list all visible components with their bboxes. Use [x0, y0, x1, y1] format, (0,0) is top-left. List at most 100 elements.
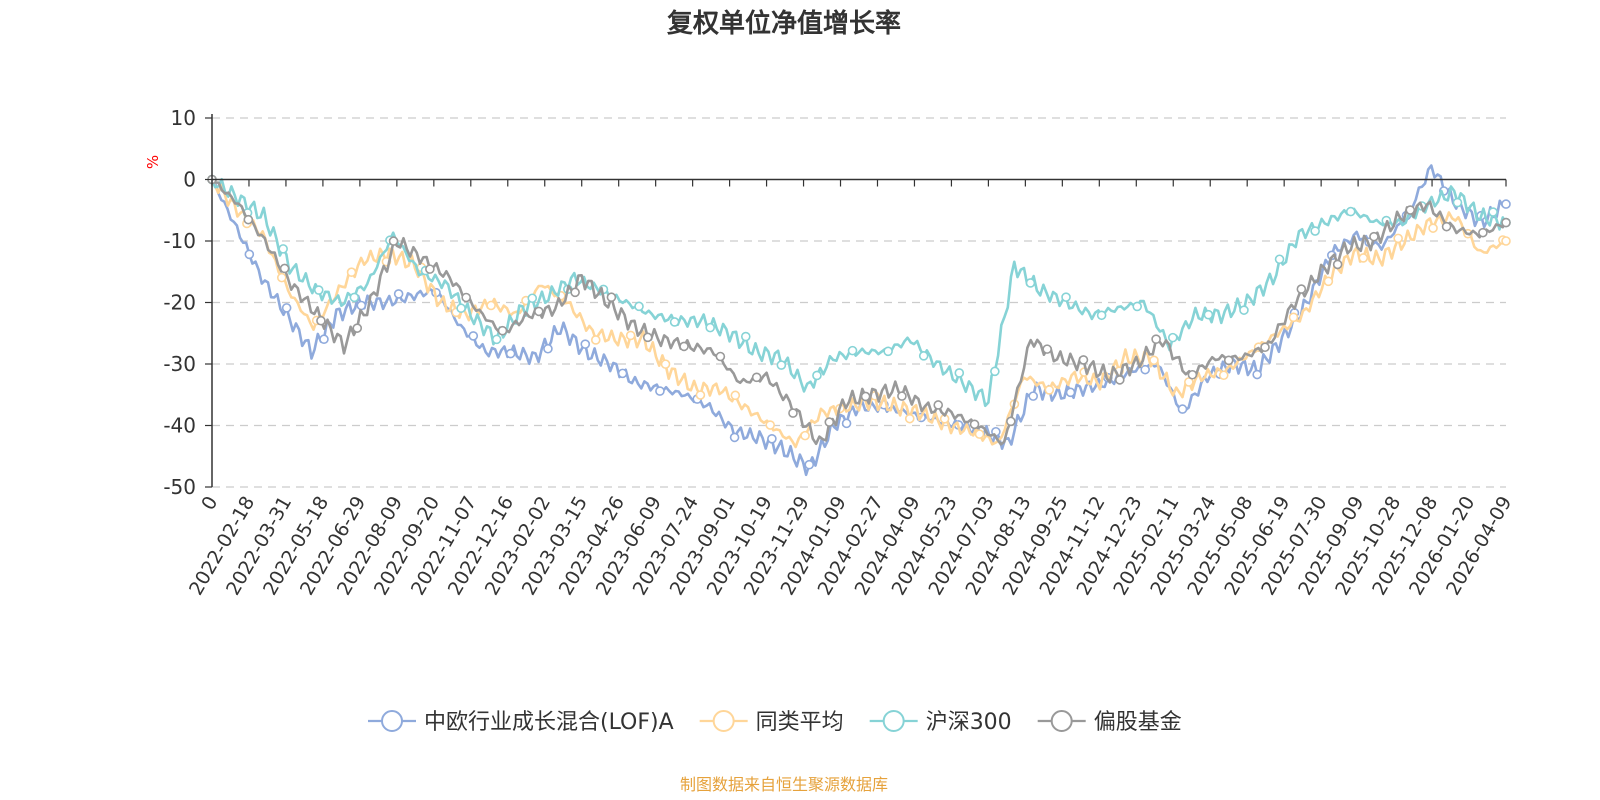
series-point	[1501, 236, 1511, 246]
y-tick-label: -20	[163, 291, 196, 315]
series-point	[1006, 416, 1016, 427]
series-point	[695, 390, 706, 400]
series-point	[740, 331, 751, 342]
series-point	[765, 420, 775, 430]
series-line	[210, 178, 1507, 449]
series-point	[1078, 355, 1089, 365]
series-point	[1288, 312, 1299, 323]
series-point	[1187, 369, 1198, 380]
series-point	[352, 323, 363, 333]
series-point	[580, 339, 591, 349]
series-point	[244, 249, 255, 260]
series-point	[319, 334, 329, 345]
series-point	[486, 300, 496, 311]
series-point	[897, 391, 907, 401]
series-point	[1114, 375, 1125, 385]
series-point	[527, 293, 538, 304]
source-note: 制图数据来自恒生聚源数据库	[680, 775, 888, 794]
series-point	[1501, 199, 1511, 209]
series-point	[669, 317, 680, 327]
legend-label: 沪深300	[926, 710, 1012, 735]
series-point	[388, 236, 399, 246]
series-point	[606, 292, 617, 303]
series-point	[313, 285, 324, 295]
series-point	[1501, 217, 1511, 228]
series-point	[974, 429, 985, 439]
series-point	[679, 341, 689, 352]
series-point	[425, 264, 435, 274]
y-tick-label: -10	[163, 229, 196, 253]
series-layer	[207, 164, 1511, 477]
y-tick-label: -40	[163, 414, 196, 438]
legend[interactable]: 中欧行业成长混合(LOF)A 同类平均 沪深300 偏股基金	[368, 710, 1182, 735]
series-point	[1028, 391, 1038, 401]
series-point	[1218, 370, 1229, 381]
y-tick-label: -50	[163, 475, 196, 499]
series-point	[1369, 231, 1379, 242]
series-point	[1274, 254, 1285, 265]
chart-title: 复权单位净值增长率	[667, 8, 901, 39]
series-point	[1223, 355, 1234, 366]
series-point	[1478, 227, 1488, 238]
series-point	[1140, 364, 1150, 375]
legend-item[interactable]: 中欧行业成长混合(LOF)A	[368, 710, 674, 735]
series-point	[1065, 387, 1076, 398]
series-point	[1239, 305, 1249, 315]
series-point	[276, 272, 287, 283]
series-point	[1184, 377, 1194, 387]
series-line	[210, 177, 1508, 408]
legend-item[interactable]: 同类平均	[699, 710, 844, 735]
series-point	[715, 351, 726, 362]
series-point	[393, 289, 404, 299]
legend-item[interactable]: 偏股基金	[1037, 710, 1182, 735]
legend-circle-icon	[712, 710, 735, 732]
series-point	[634, 301, 644, 312]
series-point	[841, 418, 852, 429]
series-point	[824, 417, 835, 427]
legend-label: 同类平均	[756, 710, 844, 735]
series-point	[1441, 221, 1452, 232]
legend-label: 中欧行业成长混合(LOF)A	[424, 710, 674, 735]
series-point	[590, 335, 601, 345]
series-point	[1167, 332, 1178, 343]
series-point	[705, 322, 715, 333]
series-point	[1177, 404, 1188, 414]
series-point	[1042, 344, 1052, 354]
series-point	[1132, 301, 1143, 312]
series-point	[1393, 233, 1403, 244]
series-point	[990, 366, 1000, 377]
legend-circle-icon	[1050, 710, 1073, 732]
series-point	[788, 408, 798, 418]
series-point	[729, 432, 740, 443]
series-point	[642, 332, 653, 343]
legend-item[interactable]: 沪深300	[869, 710, 1012, 735]
series-line	[211, 178, 1508, 446]
series-point	[1323, 276, 1334, 287]
series-point	[1345, 206, 1356, 217]
series-point	[1452, 197, 1463, 208]
legend-circle-icon	[381, 710, 403, 732]
series-point	[1025, 278, 1036, 288]
series-point	[1310, 226, 1320, 236]
series-point	[776, 360, 787, 370]
series-point	[730, 390, 741, 401]
series-point	[1149, 355, 1159, 366]
series-point	[883, 346, 893, 357]
series-point	[918, 351, 929, 361]
y-tick-label: 0	[183, 168, 196, 192]
series-point	[1151, 334, 1161, 344]
series-point	[904, 413, 915, 424]
series-point	[933, 400, 944, 410]
y-tick-label: 10	[171, 106, 196, 130]
series-point	[491, 334, 502, 345]
series-point	[1061, 292, 1071, 302]
series-point	[278, 244, 288, 254]
y-tick-label: -30	[163, 352, 196, 376]
series-point	[461, 292, 471, 303]
legend-circle-icon	[882, 710, 905, 732]
series-point	[1260, 342, 1270, 353]
series-point	[468, 331, 479, 341]
series-point	[1044, 385, 1055, 395]
series-point	[751, 372, 762, 383]
